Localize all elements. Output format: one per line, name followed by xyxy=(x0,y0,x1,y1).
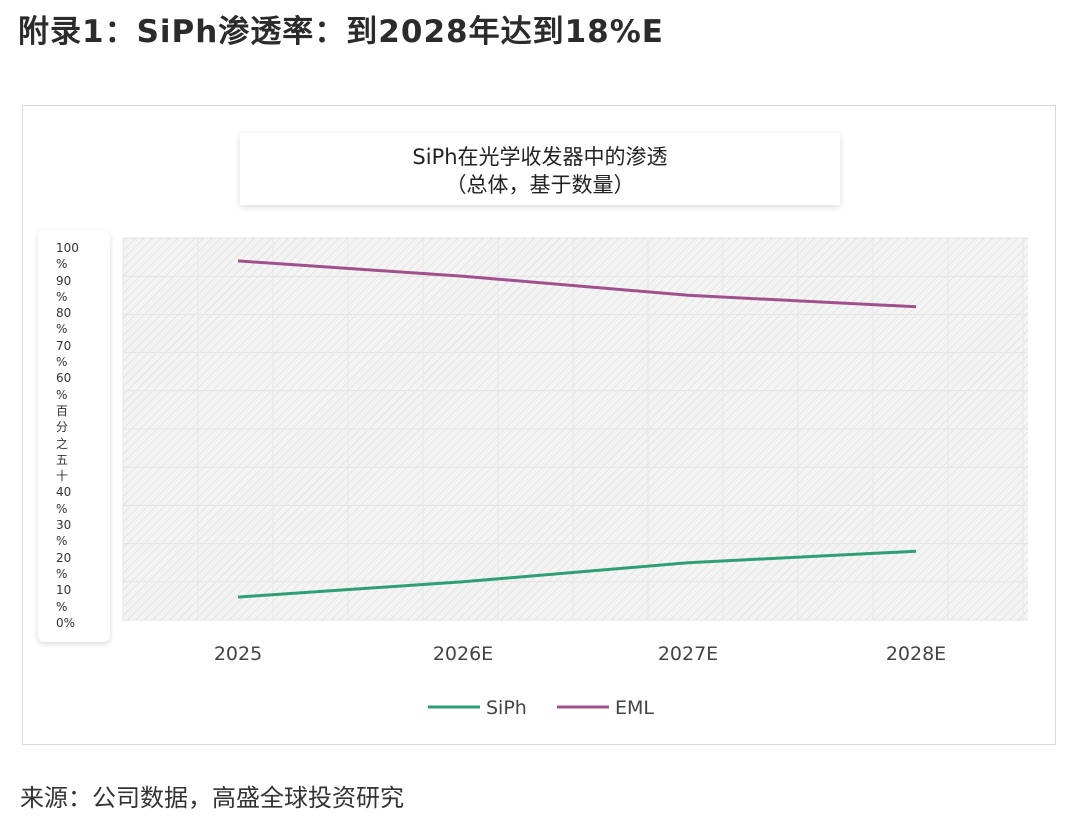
y-tick-label: % xyxy=(56,355,68,370)
x-tick-labels: 2025 2026E 2027E 2028E xyxy=(214,643,946,665)
legend-label-eml: EML xyxy=(615,697,654,719)
y-tick-label: 十 xyxy=(56,469,69,484)
y-tick-label: 20 xyxy=(56,550,72,565)
y-tick-label: 80 xyxy=(56,306,72,321)
x-tick-label: 2025 xyxy=(214,643,262,665)
y-tick-label: 40 xyxy=(56,485,72,500)
source-note: 来源：公司数据，高盛全球投资研究 xyxy=(20,784,404,812)
y-tick-label: 90 xyxy=(56,273,72,288)
y-axis-labels: 100% 90% 80% 70% 60% 百分之五十 40% 30% 20% 10% 0% xyxy=(38,230,110,642)
y-tick-label: % xyxy=(56,501,68,516)
y-tick-label: % xyxy=(56,566,68,581)
y-tick-label: 0% xyxy=(56,615,76,630)
y-tick-label: 百 xyxy=(56,403,69,418)
y-tick-label: % xyxy=(56,322,68,337)
series-line-siph xyxy=(237,549,917,599)
y-tick-label: 70 xyxy=(56,338,72,353)
y-tick-label: 分 xyxy=(56,420,69,435)
series-line-eml xyxy=(237,259,917,309)
chart-title-line1: SiPh在光学收发器中的渗透 xyxy=(412,145,668,169)
legend: SiPh EML xyxy=(428,697,654,719)
y-tick-label: 五 xyxy=(56,452,69,467)
chart-title: SiPh在光学收发器中的渗透 （总体，基于数量） xyxy=(240,133,840,205)
series-layer xyxy=(237,259,917,599)
legend-label-siph: SiPh xyxy=(486,697,527,719)
x-tick-label: 2028E xyxy=(886,643,946,665)
y-tick-label: % xyxy=(56,534,68,549)
y-tick-label: 60 xyxy=(56,371,72,386)
x-tick-label: 2026E xyxy=(433,643,493,665)
y-tick-label: % xyxy=(56,599,68,614)
grid-lines xyxy=(122,237,1028,621)
y-tick-label: 100 xyxy=(56,241,79,255)
y-tick-label: 之 xyxy=(56,436,69,451)
x-tick-label: 2027E xyxy=(658,643,718,665)
y-tick-label: % xyxy=(56,387,68,402)
y-tick-label: % xyxy=(56,289,68,304)
y-tick-label: 30 xyxy=(56,518,72,533)
chart-title-line2: （总体，基于数量） xyxy=(445,173,635,197)
y-tick-label: 10 xyxy=(56,583,72,598)
y-tick-label: % xyxy=(56,257,68,272)
page-title: 附录1：SiPh渗透率：到2028年达到18%E xyxy=(18,14,664,50)
